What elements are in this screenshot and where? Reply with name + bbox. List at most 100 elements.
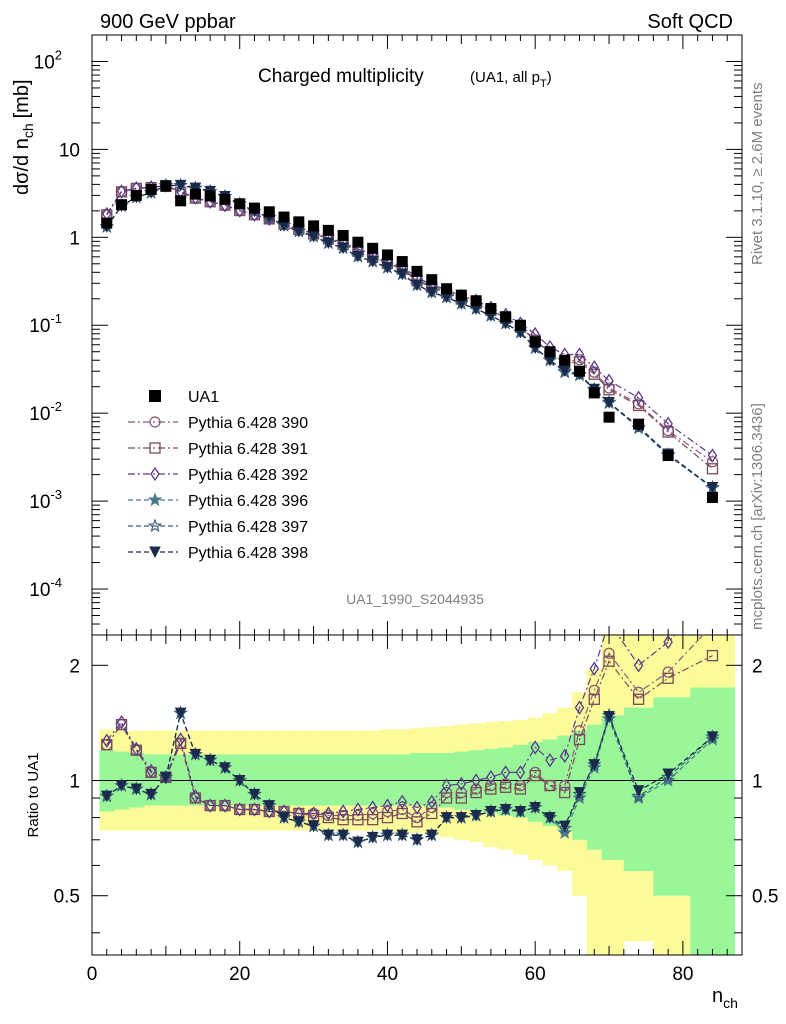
ratio-series-marker	[530, 740, 540, 755]
plot-title-sub-subscript: T	[540, 78, 547, 90]
ratio-series-marker	[204, 754, 216, 767]
side-label-rivet: Rivet 3.1.10, ≥ 2.6M events	[749, 83, 766, 266]
y-tick-label-exp: -3	[50, 487, 62, 502]
ratio-series-marker	[632, 686, 645, 698]
main-series-marker	[662, 426, 674, 438]
ratio-series-marker	[174, 707, 187, 720]
ratio-series-marker	[499, 803, 512, 816]
data-point	[234, 198, 246, 210]
ratio-series-marker	[441, 778, 452, 793]
ratio-series-marker	[337, 814, 349, 826]
ratio-series-marker	[470, 810, 482, 822]
ratio-series-marker	[574, 700, 585, 715]
data-point	[116, 199, 128, 211]
y-tick-label-base: 10	[29, 580, 50, 601]
plot-title: Charged multiplicity (UA1, all pT)	[258, 66, 552, 90]
band-inner-bin	[586, 724, 603, 850]
data-point	[574, 365, 585, 377]
main-series-marker	[706, 481, 719, 494]
ratio-tick-label-right: 2	[752, 656, 763, 677]
data-point	[145, 183, 157, 195]
ratio-series-marker	[353, 802, 363, 817]
data-point	[175, 195, 187, 207]
band-inner-bin	[365, 754, 381, 806]
band-inner-bin	[601, 715, 625, 860]
ratio-series-marker	[130, 783, 143, 796]
main-series-marker	[588, 368, 600, 380]
main-series-marker	[174, 179, 187, 192]
band-inner-bin	[291, 754, 307, 806]
y-tick-label: 10-4	[29, 575, 62, 601]
y-tick-label-exp: -2	[50, 399, 62, 414]
x-tick-label: 80	[672, 964, 693, 985]
data-point	[529, 336, 541, 348]
y-tick-label-exp: -1	[50, 311, 62, 326]
ratio-series-marker	[440, 812, 453, 824]
ratio-series-marker	[425, 829, 438, 842]
main-y-axis-label-unit: [mb]	[11, 79, 33, 118]
main-panel-series	[99, 177, 720, 503]
legend-label: Pythia 6.428 390	[188, 415, 308, 432]
ratio-series-marker	[663, 635, 673, 650]
data-point	[411, 265, 423, 277]
ratio-series-marker	[293, 816, 305, 828]
x-axis-label-sub: ch	[723, 995, 738, 1011]
ratio-panel-frame: 0 20 40 60 80 0.5 0.5 1 1 2 2	[54, 634, 778, 985]
y-tick-label-exp: 2	[55, 47, 62, 62]
ratio-series-marker	[485, 805, 497, 818]
data-point	[441, 283, 453, 295]
ratio-series-marker	[115, 718, 128, 731]
ratio-series-marker	[605, 616, 613, 628]
main-series-marker	[425, 286, 438, 299]
ratio-series-marker	[529, 802, 541, 814]
main-series-marker	[604, 373, 614, 388]
band-inner-bin	[690, 687, 736, 955]
data-point	[381, 249, 393, 261]
ratio-series-marker	[515, 765, 526, 780]
ratio-series-marker	[455, 792, 467, 804]
ratio-series-marker	[234, 802, 245, 817]
data-point	[485, 303, 497, 315]
ratio-series-marker	[160, 771, 172, 784]
ratio-series-marker	[500, 765, 511, 780]
band-inner-bin	[498, 747, 514, 816]
ratio-series-marker	[588, 684, 600, 697]
main-series-marker	[706, 463, 719, 475]
data-point	[367, 242, 379, 254]
ratio-series-marker	[426, 794, 437, 809]
main-y-axis-label: dσ/d nch [mb]	[11, 79, 36, 195]
band-inner-bin	[173, 754, 189, 806]
ratio-tick-label-right: 1	[752, 772, 763, 793]
analysis-label: UA1_1990_S2044935	[346, 591, 484, 607]
band-inner-bin	[394, 754, 411, 806]
main-series-marker	[381, 262, 394, 274]
ratio-series-marker	[352, 836, 364, 849]
data-point	[500, 311, 512, 323]
ratio-series-marker	[499, 781, 512, 793]
ratio-series-marker	[632, 785, 645, 797]
data-point	[263, 206, 275, 218]
ratio-series-marker	[603, 647, 615, 659]
legend-marker	[149, 546, 161, 559]
data-point	[189, 188, 201, 200]
ratio-series-marker	[249, 802, 260, 817]
band-inner-bin	[202, 754, 219, 806]
main-series-marker	[633, 390, 644, 405]
plot-title-sub-text: (UA1, all p	[470, 69, 540, 86]
legend-marker	[147, 492, 163, 507]
x-axis-label: nch	[712, 985, 738, 1011]
ratio-series-marker	[573, 733, 586, 746]
header-left: 900 GeV ppbar	[100, 11, 236, 33]
main-y-axis-label-text: dσ/d n	[11, 138, 33, 195]
ratio-series-marker	[632, 693, 645, 705]
data-point	[396, 256, 408, 268]
y-tick-label-base: 10	[29, 404, 50, 425]
data-point	[352, 236, 364, 248]
ratio-series-marker	[219, 762, 231, 774]
main-series-marker	[663, 416, 673, 431]
ratio-series-marker	[514, 783, 527, 795]
band-inner-bin	[276, 754, 292, 806]
ratio-series-marker	[205, 798, 215, 813]
